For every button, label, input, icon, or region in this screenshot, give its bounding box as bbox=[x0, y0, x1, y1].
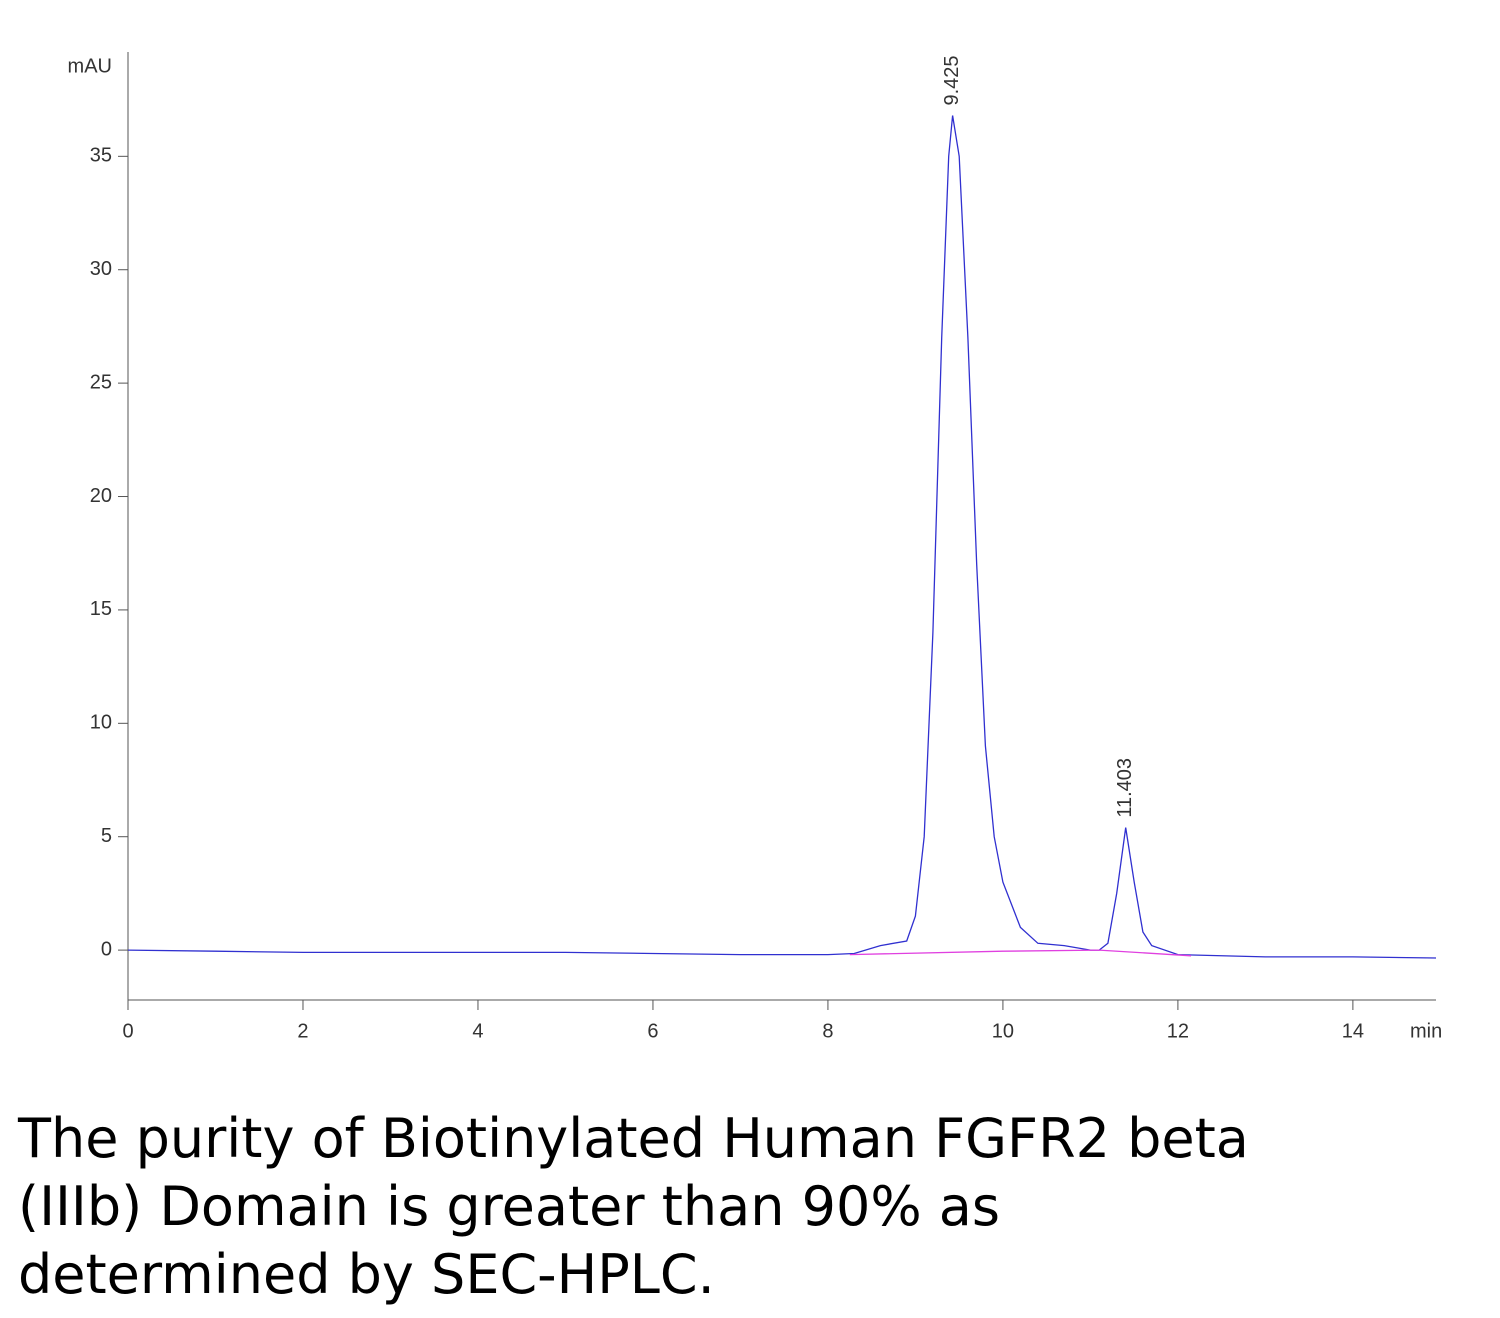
chart: mAU min 0 5 10 15 20 25 30 35 0 2 4 6 8 10 12 14 9.425 11… bbox=[68, 52, 1442, 1042]
x-tick-label: 8 bbox=[822, 1020, 833, 1042]
x-tick-label: 14 bbox=[1342, 1020, 1364, 1042]
peak-label: 11.403 bbox=[1114, 758, 1136, 818]
x-tick-label: 10 bbox=[992, 1020, 1014, 1042]
y-tick-label: 0 bbox=[101, 938, 112, 960]
x-tick-label: 4 bbox=[472, 1020, 483, 1042]
caption: The purity of Biotinylated Human FGFR2 b… bbox=[18, 1105, 1249, 1309]
y-tick-label: 20 bbox=[90, 485, 112, 507]
line-series bbox=[127, 115, 1437, 959]
y-tick-label: 5 bbox=[101, 825, 112, 847]
peak-label: 9.425 bbox=[941, 55, 963, 105]
x-tick-label: 6 bbox=[647, 1020, 658, 1042]
caption-line: (IIIb) Domain is greater than 90% as bbox=[18, 1175, 1001, 1238]
y-axis-label: mAU bbox=[68, 55, 112, 77]
y-tick-label: 35 bbox=[90, 145, 112, 167]
line-series bbox=[849, 949, 1192, 957]
x-axis-label: min bbox=[1410, 1020, 1442, 1042]
y-tick-label: 25 bbox=[90, 371, 112, 393]
x-tick-label: 0 bbox=[122, 1020, 133, 1042]
caption-line: determined by SEC-HPLC. bbox=[18, 1243, 715, 1306]
y-tick-label: 30 bbox=[90, 258, 112, 280]
y-tick-label: 15 bbox=[90, 598, 112, 620]
x-tick-label: 12 bbox=[1167, 1020, 1189, 1042]
caption-line: The purity of Biotinylated Human FGFR2 b… bbox=[18, 1107, 1249, 1170]
x-tick-label: 2 bbox=[297, 1020, 308, 1042]
y-tick-label: 10 bbox=[90, 712, 112, 734]
